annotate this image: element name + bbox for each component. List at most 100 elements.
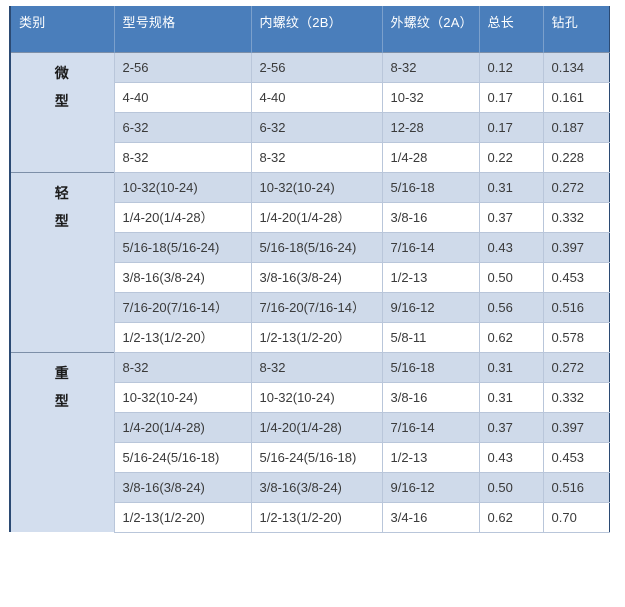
viewport-bottom-cut — [0, 604, 625, 607]
internal-thread-cell: 1/4-20(1/4-28） — [251, 202, 383, 233]
model-spec-cell: 5/16-18(5/16-24) — [114, 232, 252, 263]
model-spec-cell: 1/4-20(1/4-28) — [114, 412, 252, 443]
table-row: 5/16-24(5/16-18) 5/16-24(5/16-18) 1/2-13 0.… — [10, 442, 609, 473]
drill-hole-cell: 0.272 — [543, 351, 609, 383]
drill-hole-cell: 0.187 — [543, 112, 609, 143]
table-row: 3/8-16(3/8-24) 3/8-16(3/8-24) 1/2-13 0.50 0.… — [10, 262, 609, 293]
table-row: 1/4-20(1/4-28) 1/4-20(1/4-28) 7/16-14 0.37 0… — [10, 412, 609, 443]
table-row: 5/16-18(5/16-24) 5/16-18(5/16-24) 7/16-14 0… — [10, 232, 609, 263]
thread-specification-table: 类别 型号规格 内螺纹（2B） 外螺纹（2A） 总长 钻孔 微型 2-56 2-56… — [9, 6, 610, 533]
external-thread-cell: 1/2-13 — [382, 442, 480, 473]
total-length-cell: 0.62 — [479, 502, 544, 533]
model-spec-cell: 3/8-16(3/8-24) — [114, 262, 252, 293]
model-spec-cell: 8-32 — [114, 351, 252, 383]
table-row: 重型 8-32 8-32 5/16-18 0.31 0.272 — [9, 351, 609, 532]
external-thread-cell: 8-32 — [382, 51, 480, 83]
table-header: 类别 型号规格 内螺纹（2B） 外螺纹（2A） 总长 钻孔 — [9, 6, 609, 52]
drill-hole-cell: 0.397 — [543, 412, 609, 443]
total-length-cell: 0.31 — [479, 351, 544, 383]
total-length-cell: 0.43 — [479, 232, 544, 263]
model-spec-cell: 6-32 — [114, 112, 252, 143]
internal-thread-cell: 7/16-20(7/16-14） — [251, 292, 383, 323]
table-row: 4-40 4-40 10-32 0.17 0.161 — [10, 82, 609, 113]
total-length-cell: 0.12 — [479, 51, 544, 83]
model-spec-cell: 8-32 — [114, 142, 252, 173]
category-character: 重 — [54, 364, 70, 381]
internal-thread-cell: 1/2-13(1/2-20） — [251, 322, 383, 353]
model-spec-cell: 1/2-13(1/2-20) — [114, 502, 252, 533]
drill-hole-cell: 0.134 — [543, 51, 609, 83]
model-spec-cell: 7/16-20(7/16-14） — [114, 292, 252, 323]
internal-thread-cell: 8-32 — [251, 351, 383, 383]
total-length-cell: 0.17 — [479, 82, 544, 113]
model-spec-cell: 1/2-13(1/2-20） — [114, 322, 252, 353]
internal-thread-cell: 2-56 — [251, 51, 383, 83]
total-length-cell: 0.50 — [479, 472, 544, 503]
external-thread-cell: 5/8-11 — [382, 322, 480, 353]
header-cell-internal-thread: 内螺纹（2B） — [251, 6, 383, 52]
table-row: 1/2-13(1/2-20) 1/2-13(1/2-20) 3/4-16 0.62 0.… — [10, 502, 609, 533]
category-cell: 轻型 — [9, 171, 115, 352]
table-body: 微型 2-56 2-56 8-32 0.12 0.134 4-40 4-40 10-32 0.17… — [9, 51, 609, 533]
table-header-row: 类别 型号规格 内螺纹（2B） 外螺纹（2A） 总长 钻孔 — [9, 6, 609, 52]
table-row: 7/16-20(7/16-14） 7/16-20(7/16-14） 9/16-12 0… — [10, 292, 609, 323]
external-thread-cell: 1/2-13 — [382, 262, 480, 293]
internal-thread-cell: 5/16-24(5/16-18) — [251, 442, 383, 473]
drill-hole-cell: 0.397 — [543, 232, 609, 263]
external-thread-cell: 5/16-18 — [382, 171, 480, 203]
total-length-cell: 0.31 — [479, 382, 544, 413]
external-thread-cell: 12-28 — [382, 112, 480, 143]
total-length-cell: 0.37 — [479, 202, 544, 233]
category-character: 型 — [54, 212, 70, 229]
internal-thread-cell: 5/16-18(5/16-24) — [251, 232, 383, 263]
model-spec-cell: 5/16-24(5/16-18) — [114, 442, 252, 473]
external-thread-cell: 7/16-14 — [382, 412, 480, 443]
table-row: 6-32 6-32 12-28 0.17 0.187 — [10, 112, 609, 143]
internal-thread-cell: 4-40 — [251, 82, 383, 113]
drill-hole-cell: 0.228 — [543, 142, 609, 173]
model-spec-cell: 4-40 — [114, 82, 252, 113]
category-character: 型 — [54, 92, 70, 109]
category-cell: 微型 — [9, 51, 115, 172]
table-row: 微型 2-56 2-56 8-32 0.12 0.134 — [9, 51, 609, 172]
total-length-cell: 0.56 — [479, 292, 544, 323]
total-length-cell: 0.31 — [479, 171, 544, 203]
category-character: 微 — [54, 64, 70, 81]
header-cell-drill-hole: 钻孔 — [543, 6, 609, 52]
internal-thread-cell: 1/4-20(1/4-28) — [251, 412, 383, 443]
total-length-cell: 0.17 — [479, 112, 544, 143]
internal-thread-cell: 10-32(10-24) — [251, 382, 383, 413]
internal-thread-cell: 10-32(10-24) — [251, 171, 383, 203]
total-length-cell: 0.50 — [479, 262, 544, 293]
drill-hole-cell: 0.332 — [543, 202, 609, 233]
model-spec-cell: 3/8-16(3/8-24) — [114, 472, 252, 503]
model-spec-cell: 1/4-20(1/4-28） — [114, 202, 252, 233]
external-thread-cell: 7/16-14 — [382, 232, 480, 263]
external-thread-cell: 9/16-12 — [382, 292, 480, 323]
external-thread-cell: 3/8-16 — [382, 382, 480, 413]
drill-hole-cell: 0.578 — [543, 322, 609, 353]
external-thread-cell: 1/4-28 — [382, 142, 480, 173]
header-cell-total-length: 总长 — [479, 6, 544, 52]
external-thread-cell: 3/4-16 — [382, 502, 480, 533]
category-character: 型 — [54, 392, 70, 409]
external-thread-cell: 3/8-16 — [382, 202, 480, 233]
internal-thread-cell: 1/2-13(1/2-20) — [251, 502, 383, 533]
header-cell-external-thread: 外螺纹（2A） — [382, 6, 480, 52]
internal-thread-cell: 3/8-16(3/8-24) — [251, 472, 383, 503]
internal-thread-cell: 3/8-16(3/8-24) — [251, 262, 383, 293]
table-row: 1/4-20(1/4-28） 1/4-20(1/4-28） 3/8-16 0.37 0.… — [10, 202, 609, 233]
table-row: 3/8-16(3/8-24) 3/8-16(3/8-24) 9/16-12 0.50 0… — [10, 472, 609, 503]
total-length-cell: 0.43 — [479, 442, 544, 473]
header-cell-model-spec: 型号规格 — [114, 6, 252, 52]
model-spec-cell: 2-56 — [114, 51, 252, 83]
total-length-cell: 0.62 — [479, 322, 544, 353]
external-thread-cell: 9/16-12 — [382, 472, 480, 503]
total-length-cell: 0.22 — [479, 142, 544, 173]
external-thread-cell: 5/16-18 — [382, 351, 480, 383]
external-thread-cell: 10-32 — [382, 82, 480, 113]
drill-hole-cell: 0.332 — [543, 382, 609, 413]
drill-hole-cell: 0.516 — [543, 292, 609, 323]
model-spec-cell: 10-32(10-24) — [114, 171, 252, 203]
